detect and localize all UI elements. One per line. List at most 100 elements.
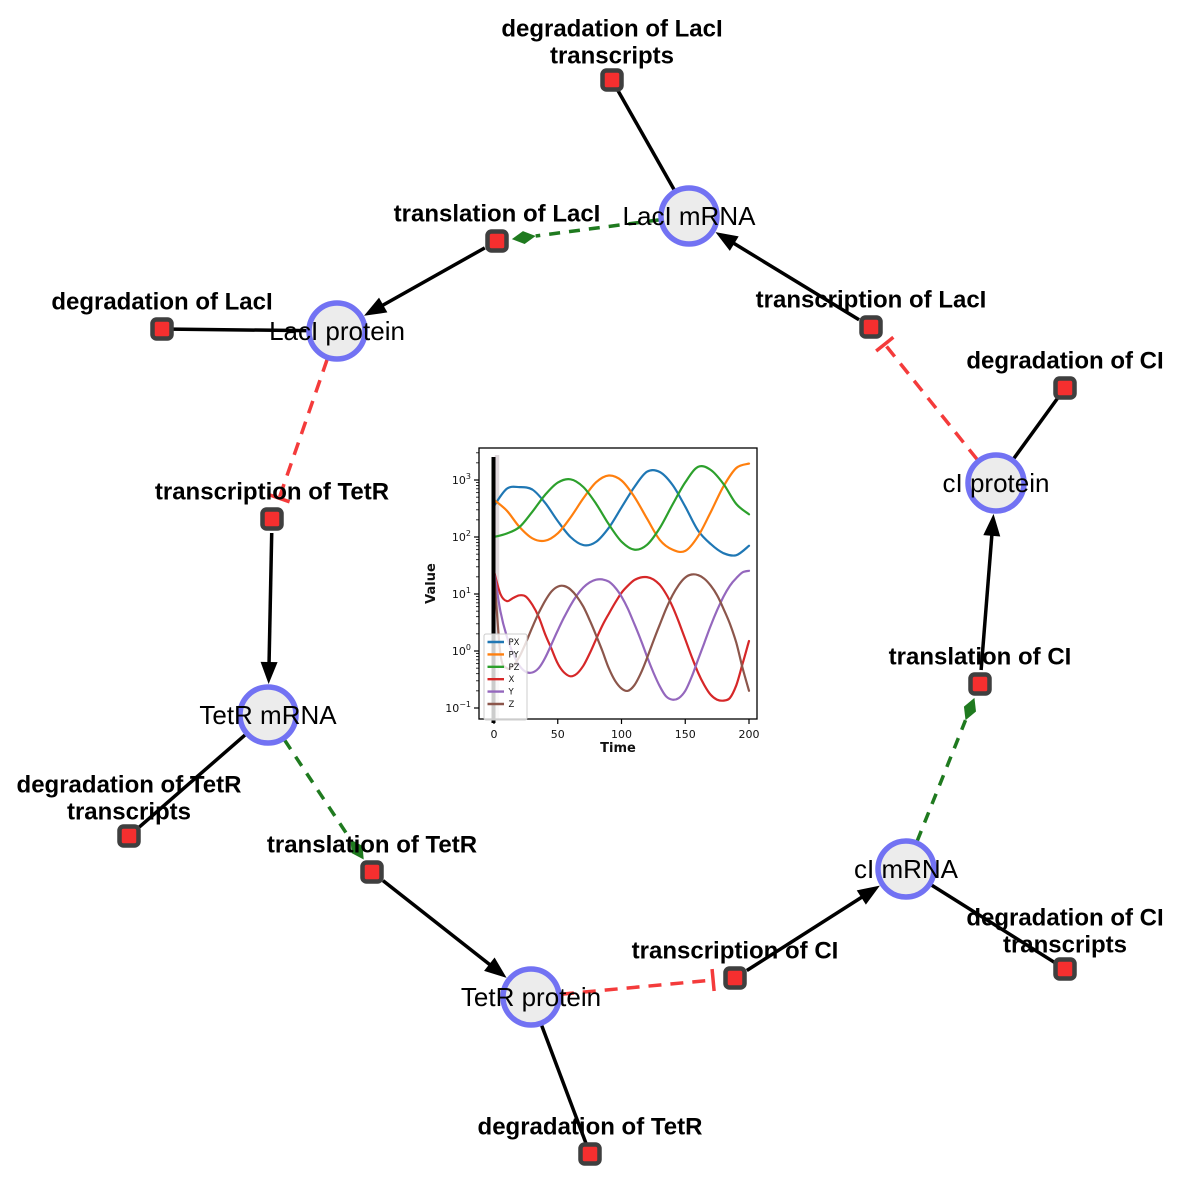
y-tick-label: 103 — [452, 472, 471, 487]
legend-box — [483, 633, 528, 721]
species-node-ci-mrna — [875, 838, 937, 900]
reaction-node-deg-ci — [1053, 376, 1077, 400]
species-label-ci-protein: cI protein — [943, 468, 1050, 498]
reaction-label-transc-tetr: transcription of TetR — [155, 479, 389, 506]
arrow-edge-transl-ci-to-ci-protein — [979, 532, 994, 671]
species-node-ci-protein — [965, 452, 1027, 514]
arrowhead-icon — [364, 297, 388, 316]
reaction-square — [260, 507, 284, 531]
reaction-square — [600, 68, 624, 92]
reaction-label-deg-tetr: degradation of TetR — [478, 1114, 703, 1141]
legend-label-PZ: PZ — [509, 663, 520, 673]
legend-label-Z: Z — [509, 700, 515, 710]
y-axis-title: Value — [424, 563, 439, 604]
chart-axes-box — [478, 447, 758, 720]
chart-series-PX — [492, 468, 751, 557]
reaction-label-deg-laci: degradation of LacI — [51, 289, 272, 316]
reaction-square — [578, 1142, 602, 1166]
reaction-square — [150, 317, 174, 341]
chart-series-PY — [492, 462, 751, 554]
reaction-node-transc-ci — [723, 966, 747, 990]
chart-series-layer — [492, 462, 751, 702]
reaction-node-transc-tetr — [260, 507, 284, 531]
species-label-tetr-mrna: TetR mRNA — [199, 700, 337, 730]
species-circle — [500, 966, 562, 1028]
y-tick-label: 10−1 — [445, 700, 471, 715]
species-node-tetr-mrna — [237, 684, 299, 746]
species-circle — [965, 452, 1027, 514]
reaction-label-deg-ci-tx-line1: degradation of CI — [966, 905, 1163, 932]
species-label-ci-mrna: cI mRNA — [854, 854, 959, 884]
species-circle — [875, 838, 937, 900]
reaction-node-transc-laci — [859, 315, 883, 339]
species-label-tetr-protein: TetR protein — [461, 982, 601, 1012]
x-axis-title: Time — [600, 741, 636, 756]
reaction-node-deg-tetr-tx — [117, 824, 141, 848]
inhibition-tee-icon — [710, 968, 716, 992]
chart-series-PZ — [492, 464, 751, 551]
inhibition-edge-ci-protein-to-transc-laci — [883, 343, 979, 461]
link-edge-tetr-protein-to-deg-tetr — [539, 1024, 589, 1146]
chart-series-Y — [492, 569, 751, 701]
inhibition-tee-icon — [268, 492, 291, 504]
arrow-edge-transl-laci-to-laci-protein — [379, 246, 486, 309]
legend-label-Y: Y — [508, 688, 515, 698]
reaction-node-deg-laci — [150, 317, 174, 341]
reaction-node-transl-tetr — [360, 860, 384, 884]
x-tick-label: 100 — [611, 728, 632, 741]
reaction-label-deg-tetr-tx-line2: transcripts — [67, 799, 191, 826]
y-tick-label: 102 — [452, 529, 471, 544]
reaction-square — [723, 966, 747, 990]
arrowhead-icon — [484, 957, 507, 978]
modifier-edge-ci-mrna-to-transl-ci — [915, 719, 968, 842]
link-edge-laci-protein-to-deg-laci — [171, 327, 308, 333]
species-node-tetr-protein — [500, 966, 562, 1028]
labels-layer: LacI mRNA LacI protein TetR mRNA TetR prote… — [17, 16, 1164, 1141]
arrowhead-icon — [715, 232, 739, 251]
arrowhead-icon — [983, 513, 1001, 537]
reaction-node-transl-ci — [968, 672, 992, 696]
legend-label-PY: PY — [509, 650, 520, 660]
arrow-edge-transc-laci-to-laci-mrna — [730, 240, 860, 322]
reaction-label-deg-ci: degradation of CI — [966, 348, 1163, 375]
reaction-square — [859, 315, 883, 339]
reaction-label-transl-ci: translation of CI — [889, 644, 1072, 671]
chart-series-X — [492, 570, 751, 702]
legend-label-X: X — [509, 675, 515, 685]
reaction-node-deg-laci-tx — [600, 68, 624, 92]
species-node-laci-protein — [306, 300, 368, 362]
species-circle — [306, 300, 368, 362]
reaction-label-deg-ci-tx-line2: transcripts — [1003, 932, 1127, 959]
link-edge-ci-protein-to-deg-ci — [1012, 395, 1061, 460]
inhibition-edge-tetr-protein-to-transc-ci — [560, 978, 714, 996]
reaction-label-deg-laci-tx-line2: transcripts — [550, 43, 674, 70]
reaction-node-deg-ci-tx — [1053, 957, 1077, 981]
edges-layer — [135, 87, 1061, 1146]
inhibition-edge-laci-protein-to-transc-tetr — [277, 358, 329, 499]
reaction-node-transl-laci — [485, 229, 509, 253]
reaction-square — [968, 672, 992, 696]
arrow-edge-transc-ci-to-ci-mrna — [745, 894, 865, 972]
species-circle — [237, 684, 299, 746]
reaction-square — [1053, 376, 1077, 400]
x-tick-label: 50 — [551, 728, 565, 741]
link-edge-tetr-mrna-to-deg-tetr-tx — [135, 733, 247, 831]
reaction-square — [1053, 957, 1077, 981]
reaction-node-deg-tetr — [578, 1142, 602, 1166]
y-tick-label: 101 — [452, 586, 471, 601]
modifier-edge-tetr-mrna-to-transl-tetr — [283, 739, 352, 841]
modifier-diamond-icon — [511, 231, 536, 244]
link-edge-laci-mrna-to-deg-laci-tx — [615, 87, 676, 191]
chart-series-Z — [492, 570, 751, 693]
species-node-laci-mrna — [658, 185, 720, 247]
arrow-edge-transl-tetr-to-tetr-protein — [381, 879, 493, 968]
inhibition-tee-icon — [875, 335, 895, 353]
arrowhead-icon — [856, 885, 880, 905]
x-tick-label: 150 — [675, 728, 696, 741]
reaction-label-transl-tetr: translation of TetR — [267, 832, 477, 859]
reaction-label-deg-laci-tx-line1: degradation of LacI — [501, 16, 722, 43]
species-label-laci-mrna: LacI mRNA — [623, 201, 757, 231]
reaction-square — [117, 824, 141, 848]
species-circle — [658, 185, 720, 247]
